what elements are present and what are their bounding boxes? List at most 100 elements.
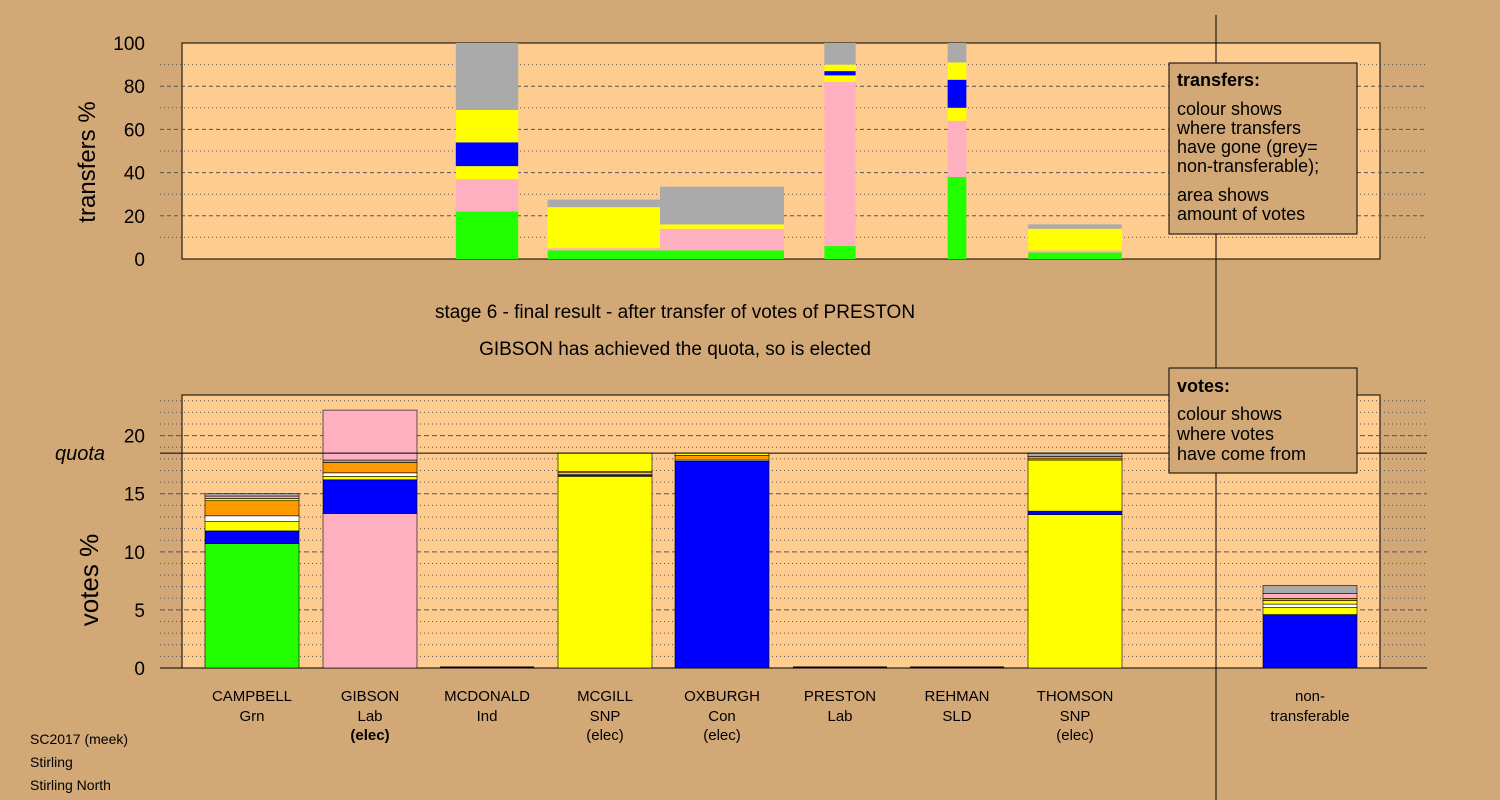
candidate-party-label: SNP <box>590 708 621 725</box>
candidate-party-label: Lab <box>827 708 852 725</box>
vote-segment <box>204 515 300 522</box>
transfer-segment <box>947 79 967 108</box>
votes-tick-label: 15 <box>124 485 145 506</box>
vote-segment <box>1027 510 1123 515</box>
transfer-segment <box>547 199 663 208</box>
candidate-party-label: SNP <box>1060 708 1091 725</box>
vote-segment <box>322 459 418 463</box>
transfers-tick-label: 60 <box>124 120 145 141</box>
votes-legend-title: votes: <box>1177 376 1230 396</box>
transfer-segment <box>947 62 967 80</box>
transfer-segment <box>824 64 856 72</box>
transfer-segment <box>947 43 967 63</box>
transfer-segment <box>1028 252 1122 259</box>
candidate-name-label: OXBURGH <box>684 688 760 705</box>
vote-segment <box>322 476 418 481</box>
vote-segment <box>1027 452 1123 457</box>
candidate-party-label: Con <box>708 708 736 725</box>
transfers-tick-label: 20 <box>124 207 145 228</box>
transfer-segment <box>660 224 784 229</box>
vote-segment <box>322 472 418 477</box>
footer-line-3: Stirling North <box>30 777 111 793</box>
candidate-party-label: Grn <box>239 708 264 725</box>
nontransferable-segment <box>1262 607 1358 615</box>
votes-tick-label: 20 <box>124 427 145 448</box>
vote-segment <box>204 495 300 499</box>
nontransferable-segment <box>1262 603 1358 608</box>
candidate-party-label: Lab <box>357 708 382 725</box>
votes-tick-label: 10 <box>124 543 145 564</box>
nontransferable-segment <box>1262 593 1358 599</box>
vote-segment <box>557 476 653 669</box>
transfers-legend-line: area shows <box>1177 185 1269 205</box>
transfers-tick-label: 80 <box>124 77 145 98</box>
transfers-legend-line: non-transferable); <box>1177 156 1319 176</box>
transfers-tick-label: 0 <box>134 250 145 271</box>
candidate-status-label: (elec) <box>1056 727 1094 744</box>
vote-segment <box>674 455 770 461</box>
candidate-status-label: (elec) <box>350 727 389 744</box>
transfer-segment <box>660 250 784 259</box>
vote-segment <box>204 543 300 669</box>
transfer-segment <box>455 211 519 259</box>
footer-line-1: SC2017 (meek) <box>30 731 128 747</box>
votes-legend-line: where votes <box>1176 424 1274 444</box>
votes-tick-label: 5 <box>134 601 145 622</box>
transfer-segment <box>824 246 856 259</box>
footer-line-2: Stirling <box>30 754 73 770</box>
nontransferable-segment <box>1262 597 1358 601</box>
transfer-segment <box>824 71 856 76</box>
stage-subtitle: GIBSON has achieved the quota, so is ele… <box>479 339 871 360</box>
votes-tick-label: 0 <box>134 659 145 680</box>
candidate-name-label: GIBSON <box>341 688 399 705</box>
transfer-segment <box>1028 224 1122 229</box>
candidate-party-label: SLD <box>942 708 971 725</box>
transfer-segment <box>824 81 856 247</box>
transfers-legend: transfers: colour shows where transfers … <box>1168 62 1358 235</box>
nontransferable-label: transferable <box>1270 708 1349 725</box>
candidate-name-label: CAMPBELL <box>212 688 292 705</box>
transfer-segment <box>455 179 519 212</box>
vote-segment <box>322 409 418 461</box>
transfers-tick-label: 100 <box>113 34 145 55</box>
transfer-segment <box>455 166 519 180</box>
nontransferable-label: non- <box>1295 688 1325 705</box>
stage-title: stage 6 - final result - after transfer … <box>435 302 915 323</box>
transfers-tick-label: 40 <box>124 164 145 185</box>
vote-segment <box>322 479 418 514</box>
transfer-segment <box>547 248 663 251</box>
transfers-ylabel: transfers % <box>74 101 101 222</box>
transfer-segment <box>824 43 856 65</box>
votes-legend: votes: colour shows where votes have com… <box>1168 367 1358 474</box>
vote-segment <box>322 513 418 669</box>
vote-segment <box>557 452 653 472</box>
transfers-legend-line: amount of votes <box>1177 204 1305 224</box>
vote-segment <box>322 462 418 474</box>
vote-segment <box>204 493 300 497</box>
nontransferable-segment <box>1262 585 1358 594</box>
candidate-name-label: MCDONALD <box>444 688 530 705</box>
vote-segment <box>204 521 300 532</box>
vote-segment <box>1027 514 1123 669</box>
vote-segment <box>1027 456 1123 460</box>
candidate-name-label: REHMAN <box>924 688 989 705</box>
transfers-legend-title: transfers: <box>1177 70 1260 90</box>
transfer-segment <box>824 75 856 82</box>
candidate-name-label: MCGILL <box>577 688 633 705</box>
transfer-segment <box>660 186 784 225</box>
votes-ylabel: votes % <box>74 534 104 627</box>
transfer-segment <box>455 43 519 110</box>
nontransferable-segment <box>1262 600 1358 605</box>
transfer-segment <box>455 142 519 167</box>
candidate-name-label: PRESTON <box>804 688 876 705</box>
transfer-segment <box>660 228 784 251</box>
transfers-legend-line: where transfers <box>1176 118 1301 138</box>
transfer-segment <box>947 120 967 177</box>
candidate-status-label: (elec) <box>586 727 624 744</box>
nontransferable-segment <box>1262 614 1358 669</box>
vote-segment <box>1027 459 1123 512</box>
transfers-legend-line: have gone (grey= <box>1177 137 1318 157</box>
candidate-party-label: Ind <box>477 708 498 725</box>
transfer-segment <box>1028 250 1122 253</box>
